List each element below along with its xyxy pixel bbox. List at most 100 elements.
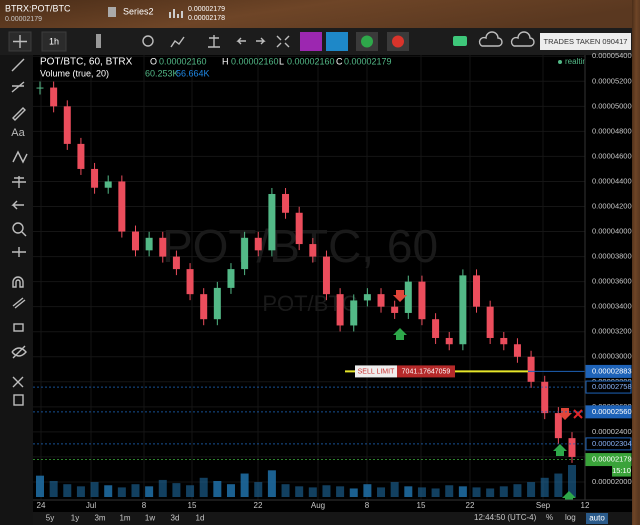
candle	[309, 244, 317, 257]
y-tick-label: 0.00005000	[592, 101, 632, 110]
price-label-box	[585, 453, 632, 467]
volume-bar	[213, 481, 222, 497]
snapshot-button[interactable]	[453, 36, 467, 46]
candle	[36, 87, 44, 89]
range-button[interactable]: 1w	[145, 514, 155, 523]
text-tool[interactable]: Aa	[11, 127, 25, 139]
x-tick-label: 22	[466, 501, 475, 510]
legend-value: 0.00002160	[159, 56, 207, 66]
candle	[486, 306, 494, 338]
interval-button[interactable]	[41, 31, 67, 52]
legend-title: POT/BTC, 60, BTRX	[40, 57, 133, 68]
redo-button[interactable]	[256, 37, 266, 45]
volume-bar	[104, 485, 113, 497]
volume-bar	[254, 482, 263, 497]
range-button[interactable]: 3d	[171, 514, 180, 523]
chart-pane	[33, 55, 585, 500]
candle	[459, 275, 467, 345]
y-tick-label: 0.00004000	[592, 227, 632, 236]
candle	[513, 344, 521, 357]
status: realtime	[565, 57, 594, 66]
y-tick-label: 0.00004400	[592, 176, 632, 185]
save-button[interactable]	[510, 31, 535, 47]
y-tick-label: 0.00003400	[592, 302, 632, 311]
tab-price: 0.00002179	[5, 16, 42, 23]
volume-bar	[458, 486, 467, 497]
volume-bar	[63, 484, 72, 497]
legend-label: O	[150, 56, 157, 66]
plugin-button[interactable]	[300, 32, 322, 51]
candle	[91, 168, 99, 188]
trades-button[interactable]	[540, 33, 631, 50]
candle	[118, 181, 126, 232]
volume-bar	[226, 484, 235, 497]
tab-symbol[interactable]: Series2	[123, 6, 154, 16]
tab-price: 0.00002179	[188, 6, 225, 13]
y-tick-label: 0.00003800	[592, 252, 632, 261]
volume-bar	[36, 475, 44, 497]
legend-label: L	[279, 56, 284, 66]
fullscreen-button[interactable]	[276, 35, 290, 48]
volume-bar	[377, 487, 386, 497]
indicators-button[interactable]	[170, 36, 185, 48]
legend-label: C	[336, 56, 343, 66]
range-button[interactable]: 1m	[119, 514, 130, 523]
range-button[interactable]: 1d	[196, 514, 205, 523]
tab-price: 0.00002178	[188, 15, 225, 22]
undo-button[interactable]	[236, 37, 246, 45]
x-tick-label: 8	[365, 501, 370, 510]
trades-label: TRADES TAKEN 090417	[544, 37, 628, 46]
percent-toggle[interactable]: %	[546, 513, 553, 522]
candle	[473, 275, 481, 307]
order-label[interactable]: SELL LIMIT	[358, 368, 395, 375]
log-toggle[interactable]: log	[565, 513, 576, 522]
sell-arrow	[558, 408, 572, 420]
price-label-box	[585, 380, 632, 394]
volume-bar	[390, 482, 399, 497]
legend-value: 0.00002160	[287, 56, 335, 66]
candle	[336, 294, 344, 326]
range-buttons: 5y 1y 3m 1m 1w 3d 1d	[46, 514, 205, 523]
price-label-box	[585, 437, 632, 451]
price-label: 0.00002758	[592, 382, 632, 391]
tab-icon	[169, 9, 183, 18]
legend-value: 0.00002160	[231, 56, 279, 66]
time-axis	[33, 500, 632, 512]
legend-label: H	[222, 56, 229, 66]
candle	[159, 237, 167, 257]
volume-bar	[513, 484, 522, 497]
alert-button[interactable]	[326, 32, 348, 51]
legend-value: 0.00002179	[344, 56, 392, 66]
x-tick-label: 22	[254, 501, 263, 510]
volume-title: Volume (true, 20)	[40, 68, 109, 78]
price-label-box	[585, 405, 632, 419]
price-label: 0.00002304	[592, 439, 632, 448]
settings-button[interactable]	[142, 35, 154, 47]
volume-bar	[349, 488, 358, 497]
tab-symbol[interactable]: BTRX:POT/BTC	[5, 3, 71, 13]
y-tick-label: 0.00004800	[592, 126, 632, 135]
drawing-tools	[11, 58, 28, 406]
range-button[interactable]: 5y	[46, 514, 54, 523]
time-axis-labels: 24 Jul 8 15 22 Aug 8 15 22 Sep 12	[37, 501, 590, 510]
clock: 12:44:50 (UTC-4)	[474, 513, 537, 522]
y-tick-label: 0.00003600	[592, 277, 632, 286]
candle	[541, 381, 549, 414]
auto-toggle[interactable]: auto	[589, 514, 605, 523]
drawing-toolbar	[0, 55, 33, 525]
range-button[interactable]: 1y	[71, 514, 79, 523]
volume-bar	[486, 488, 495, 497]
countdown-box	[612, 465, 631, 477]
plot: SELL LIMIT 7041.17647059	[33, 81, 585, 503]
load-button[interactable]	[478, 31, 503, 47]
candle	[268, 193, 276, 251]
range-button[interactable]: 3m	[94, 514, 105, 523]
order-qty[interactable]: 7041.17647059	[402, 368, 451, 375]
candle	[186, 269, 194, 295]
compare-button[interactable]	[208, 35, 220, 48]
chart-style-button[interactable]	[96, 34, 101, 48]
volume-bar	[172, 483, 181, 497]
price-label: 0.00002179	[592, 455, 632, 464]
candle	[377, 294, 385, 307]
